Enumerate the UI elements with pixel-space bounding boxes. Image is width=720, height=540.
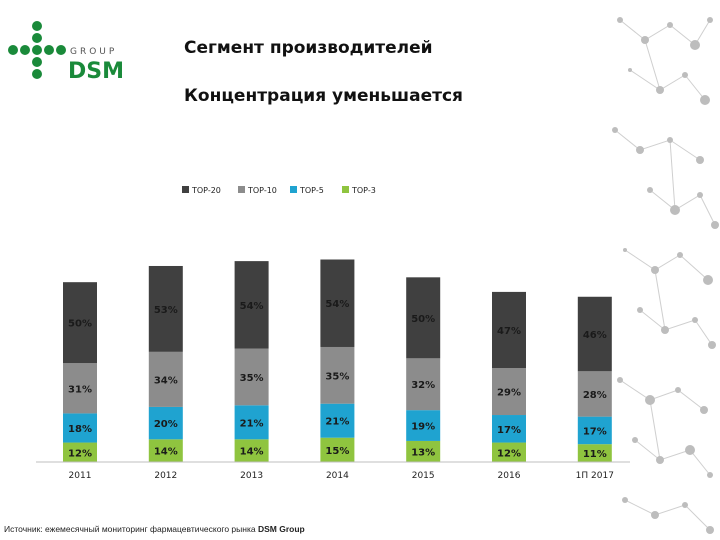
data-label-top-5-3: 21% (325, 417, 349, 428)
molecule-decoration (612, 17, 719, 534)
data-label-top-3-0: 12% (68, 448, 92, 459)
data-label-top-5-2: 21% (240, 418, 264, 429)
bar-top-5-0 (63, 413, 97, 443)
bar-top-5-4 (406, 410, 441, 441)
legend-swatch-top-10 (238, 186, 245, 193)
logo-group-text: GROUP (70, 47, 117, 57)
data-label-top-20-4: 50% (411, 314, 435, 325)
bar-top-10-5 (492, 368, 526, 416)
data-label-top-20-0: 50% (68, 319, 92, 330)
data-label-top-10-1: 34% (154, 375, 178, 386)
legend-label-top-10: TOP-10 (247, 186, 277, 195)
data-label-top-10-3: 35% (325, 371, 349, 382)
bar-top-20-5 (492, 291, 526, 369)
logo-brand-text: DSM (68, 59, 124, 82)
legend-label-top-20: TOP-20 (191, 186, 221, 195)
x-tick-label-5: 2016 (498, 471, 521, 481)
bar-top-20-1 (148, 265, 183, 352)
logo-cross-icon (8, 21, 66, 79)
bar-top-10-6 (577, 371, 612, 417)
bar-top-3-1 (148, 439, 183, 462)
bar-top-20-0 (63, 282, 97, 364)
legend-swatch-top-20 (182, 186, 189, 193)
bar-top-3-4 (406, 440, 441, 462)
data-label-top-5-4: 19% (411, 422, 435, 433)
x-tick-label-6: 1П 2017 (576, 471, 614, 481)
data-label-top-20-5: 47% (497, 326, 521, 337)
bar-top-20-2 (234, 261, 269, 349)
bar-top-5-2 (234, 405, 269, 440)
legend-swatch-top-5 (290, 186, 297, 193)
x-axis-tick-labels: 2011 2012 2013 2014 2015 2016 1П 2017 (69, 471, 614, 481)
page-subtitle: Концентрация уменьшается (184, 86, 463, 106)
bar-top-5-3 (320, 403, 355, 438)
legend-label-top-5: TOP-5 (299, 186, 324, 195)
bar-top-20-6 (577, 296, 612, 372)
source-brand: DSM Group (257, 524, 305, 534)
source-note: Источник: ежемесячный мониторинг фармаце… (4, 524, 305, 534)
bar-top-10-1 (148, 351, 183, 407)
chart-legend: TOP-20 TOP-10 TOP-5 TOP-3 (182, 186, 376, 195)
dsm-group-logo: GROUP DSM (8, 21, 124, 82)
data-label-top-3-5: 12% (497, 448, 521, 459)
data-label-top-3-1: 14% (154, 447, 178, 458)
bar-top-3-3 (320, 437, 355, 462)
data-label-top-5-5: 17% (497, 425, 521, 436)
x-tick-label-1: 2012 (154, 471, 177, 481)
page-title: Сегмент производителей (184, 38, 433, 58)
bar-top-5-6 (577, 416, 612, 445)
x-tick-label-2: 2013 (240, 471, 263, 481)
data-label-top-20-1: 53% (154, 305, 178, 316)
data-label-top-5-0: 18% (68, 424, 92, 435)
data-label-top-5-6: 17% (583, 426, 607, 437)
data-label-top-10-4: 32% (411, 380, 435, 391)
bar-top-10-2 (234, 348, 269, 406)
data-label-top-10-0: 31% (68, 384, 92, 395)
bar-top-10-3 (320, 346, 355, 404)
bar-top-10-0 (63, 363, 97, 414)
data-label-top-20-2: 54% (240, 301, 264, 312)
x-tick-label-3: 2014 (326, 471, 349, 481)
data-label-top-3-4: 13% (411, 447, 435, 458)
data-label-top-10-5: 29% (497, 388, 521, 399)
data-label-top-10-6: 28% (583, 390, 607, 401)
bar-top-3-5 (492, 442, 526, 462)
data-label-top-3-3: 15% (325, 446, 349, 457)
bar-top-3-6 (577, 444, 612, 462)
chart-bars: 12% 18% 31% 50% 14% 20% 34% 53% 14% 21% 35% 54% 15% 2… (63, 259, 612, 462)
legend-swatch-top-3 (342, 186, 349, 193)
bar-top-10-4 (406, 358, 441, 411)
data-label-top-3-2: 14% (240, 447, 264, 458)
bar-top-3-2 (234, 439, 269, 462)
bar-top-20-3 (320, 259, 355, 347)
x-tick-label-4: 2015 (412, 471, 435, 481)
data-label-top-20-6: 46% (583, 330, 607, 341)
data-label-top-10-2: 35% (240, 373, 264, 384)
data-label-top-3-6: 11% (583, 449, 607, 460)
bar-top-5-1 (148, 406, 183, 440)
bar-top-3-0 (63, 442, 97, 462)
data-label-top-20-3: 54% (325, 299, 349, 310)
x-tick-label-0: 2011 (69, 471, 92, 481)
bar-top-20-4 (406, 277, 441, 359)
source-prefix: Источник: ежемесячный мониторинг фармаце… (4, 524, 258, 534)
bar-top-5-5 (492, 415, 526, 443)
data-label-top-5-1: 20% (154, 419, 178, 430)
legend-label-top-3: TOP-3 (351, 186, 376, 195)
